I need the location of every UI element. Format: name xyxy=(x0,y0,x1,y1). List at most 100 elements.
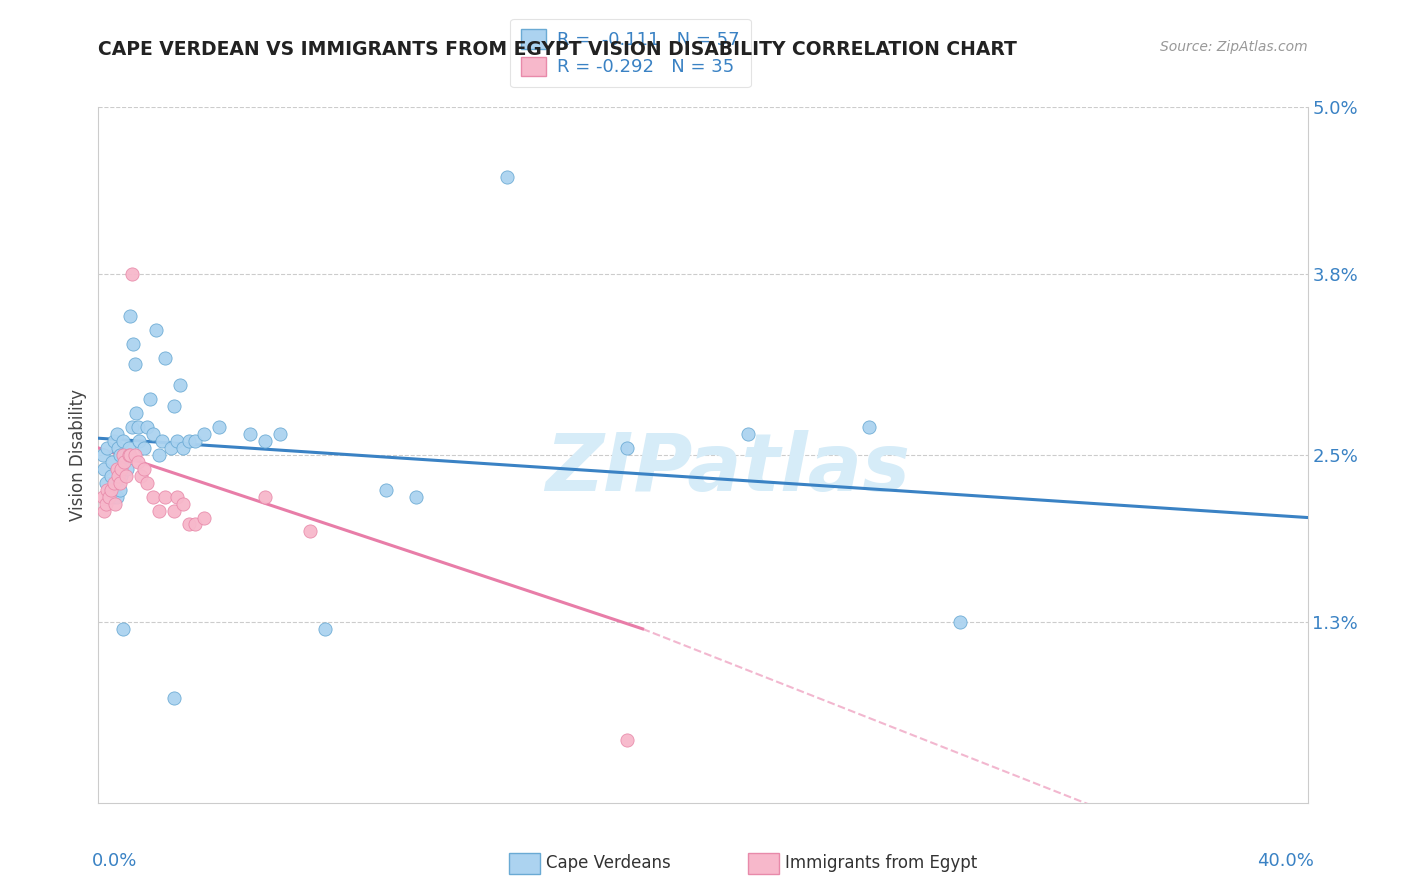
Point xyxy=(101,455,124,469)
Point xyxy=(314,622,336,636)
Point xyxy=(495,169,517,184)
Point xyxy=(166,490,188,504)
Point xyxy=(153,490,176,504)
Point xyxy=(858,420,880,434)
Point xyxy=(103,475,125,490)
Point xyxy=(163,691,186,706)
Point xyxy=(166,434,188,448)
Point xyxy=(94,475,117,490)
Point xyxy=(374,483,396,497)
Point xyxy=(142,427,165,442)
Point xyxy=(91,448,114,462)
Text: CAPE VERDEAN VS IMMIGRANTS FROM EGYPT VISION DISABILITY CORRELATION CHART: CAPE VERDEAN VS IMMIGRANTS FROM EGYPT VI… xyxy=(98,40,1018,59)
Point xyxy=(253,490,276,504)
Point xyxy=(129,468,152,483)
Point xyxy=(115,462,138,476)
Point xyxy=(172,441,194,455)
Point xyxy=(120,448,142,462)
Point xyxy=(124,448,146,462)
Point xyxy=(208,420,231,434)
Point xyxy=(163,399,186,413)
Point xyxy=(193,510,215,524)
Point xyxy=(108,448,131,462)
Text: Cape Verdeans: Cape Verdeans xyxy=(546,855,671,872)
Point xyxy=(269,427,291,442)
Point xyxy=(184,517,207,532)
Point xyxy=(253,434,276,448)
Point xyxy=(132,462,155,476)
Point xyxy=(145,323,167,337)
Y-axis label: Vision Disability: Vision Disability xyxy=(69,389,87,521)
Point xyxy=(118,441,141,455)
Point xyxy=(110,468,132,483)
Point xyxy=(737,427,759,442)
Point xyxy=(103,490,125,504)
Point xyxy=(108,475,131,490)
Point xyxy=(193,427,215,442)
Point xyxy=(124,358,146,372)
Point xyxy=(122,336,145,351)
Point xyxy=(112,455,135,469)
Point xyxy=(105,462,128,476)
Text: 0.0%: 0.0% xyxy=(93,852,138,870)
Point xyxy=(103,434,125,448)
Point xyxy=(121,267,143,281)
Point xyxy=(111,622,134,636)
Point xyxy=(94,497,117,511)
Point xyxy=(120,309,142,323)
Point xyxy=(172,497,194,511)
Point xyxy=(125,406,148,420)
Point xyxy=(118,448,141,462)
Point xyxy=(139,392,162,407)
Point xyxy=(616,441,638,455)
Point xyxy=(128,434,150,448)
Point xyxy=(98,490,121,504)
Point xyxy=(100,483,122,497)
Point xyxy=(142,490,165,504)
Point xyxy=(114,468,136,483)
Point xyxy=(114,448,136,462)
Point xyxy=(148,448,170,462)
Point xyxy=(108,483,131,497)
Point xyxy=(96,483,118,497)
Point xyxy=(91,490,114,504)
Point xyxy=(111,448,134,462)
Point xyxy=(98,490,121,504)
Point xyxy=(949,615,972,629)
Point xyxy=(100,468,122,483)
Point xyxy=(163,503,186,517)
Point xyxy=(107,441,129,455)
Point xyxy=(239,427,262,442)
Point xyxy=(105,490,128,504)
Point xyxy=(127,455,149,469)
Point xyxy=(135,420,157,434)
Point xyxy=(150,434,173,448)
Point xyxy=(121,420,143,434)
Point xyxy=(93,462,115,476)
Legend: R =  -0.111   N = 57, R = -0.292   N = 35: R = -0.111 N = 57, R = -0.292 N = 35 xyxy=(510,19,751,87)
Point xyxy=(169,378,191,392)
Point xyxy=(132,441,155,455)
Point xyxy=(148,503,170,517)
Text: ZIPatlas: ZIPatlas xyxy=(544,430,910,508)
Point xyxy=(112,448,135,462)
Point xyxy=(93,503,115,517)
Point xyxy=(184,434,207,448)
Text: 40.0%: 40.0% xyxy=(1257,852,1313,870)
Point xyxy=(105,427,128,442)
Text: Source: ZipAtlas.com: Source: ZipAtlas.com xyxy=(1160,40,1308,54)
Point xyxy=(111,434,134,448)
Point xyxy=(110,462,132,476)
Point xyxy=(107,468,129,483)
Point xyxy=(127,420,149,434)
Point xyxy=(405,490,427,504)
Point xyxy=(616,733,638,747)
Point xyxy=(96,441,118,455)
Point xyxy=(179,434,201,448)
Point xyxy=(299,524,322,539)
Point xyxy=(135,475,157,490)
Point xyxy=(179,517,201,532)
Point xyxy=(104,497,127,511)
Point xyxy=(153,351,176,365)
Text: Immigrants from Egypt: Immigrants from Egypt xyxy=(785,855,977,872)
